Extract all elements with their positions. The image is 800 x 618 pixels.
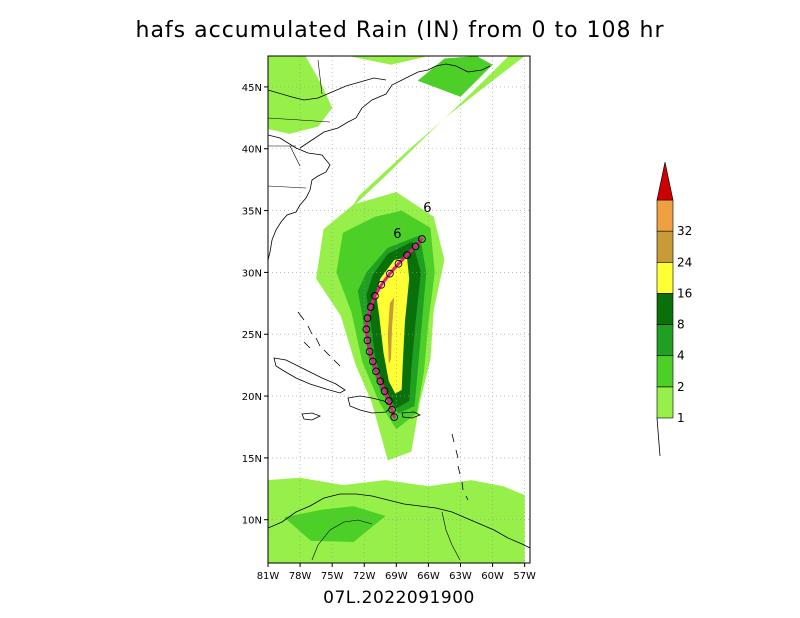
colorbar-box-3 bbox=[656, 293, 674, 325]
track-point-4 bbox=[376, 377, 385, 386]
y-tick-label-30N: 30N bbox=[242, 268, 262, 279]
lesser-antilles bbox=[451, 433, 469, 501]
colorbar-label-2: 2 bbox=[677, 380, 685, 394]
x-tick-label-69W: 69W bbox=[385, 571, 408, 582]
track-point-16 bbox=[403, 251, 411, 259]
cuba bbox=[273, 357, 346, 394]
x-tick-label-81W: 81W bbox=[257, 571, 280, 582]
colorbar-box-0 bbox=[656, 386, 674, 419]
track-point-10 bbox=[363, 314, 372, 323]
track-point-2 bbox=[384, 397, 393, 405]
track-point-18 bbox=[418, 235, 426, 243]
rain-swath-2in-6 bbox=[284, 506, 386, 542]
colorbar-label-16: 16 bbox=[677, 286, 692, 300]
track-point-5 bbox=[372, 367, 380, 376]
track-point-12 bbox=[371, 292, 379, 300]
track-point-9 bbox=[362, 325, 371, 334]
track-point-13 bbox=[377, 280, 386, 289]
colorbar-label-8: 8 bbox=[677, 318, 685, 332]
map-frame bbox=[267, 55, 531, 564]
colorbar-box-5 bbox=[656, 230, 674, 263]
puerto-rico bbox=[401, 411, 421, 419]
y-tick-label-15N: 15N bbox=[242, 454, 262, 465]
colorbar-label-24: 24 bbox=[677, 255, 692, 269]
us-east-coast bbox=[268, 134, 331, 261]
colorbar-label-32: 32 bbox=[677, 224, 692, 238]
track-point-7 bbox=[365, 347, 374, 356]
bahamas bbox=[297, 311, 341, 367]
storm-track bbox=[364, 237, 424, 419]
chart-subtitle: 07L.2022091900 bbox=[323, 588, 475, 608]
colorbar-bottom-tail bbox=[656, 417, 661, 457]
x-tick-label-63W: 63W bbox=[449, 571, 472, 582]
colorbar-top-arrow bbox=[656, 161, 674, 201]
colorbar-label-4: 4 bbox=[677, 349, 685, 363]
rain-swaths bbox=[268, 56, 525, 563]
grid-lines bbox=[268, 56, 530, 563]
y-axis-ticks: 10N 15N 20N 25N 30N 35N 40N 45N bbox=[242, 83, 268, 527]
track-point-11 bbox=[366, 303, 375, 311]
y-tick-label-25N: 25N bbox=[242, 330, 262, 341]
track-point-17 bbox=[411, 242, 420, 251]
chart-title: hafs accumulated Rain (IN) from 0 to 108… bbox=[135, 18, 665, 43]
coastlines bbox=[268, 59, 530, 561]
x-axis-ticks: 81W 78W 75W 72W 69W 66W 63W 60W 57W bbox=[257, 563, 536, 582]
colorbar-label-1: 1 bbox=[677, 411, 685, 425]
y-tick-label-45N: 45N bbox=[242, 83, 262, 94]
colorbar-box-2 bbox=[656, 324, 674, 357]
venezuela-border bbox=[311, 511, 461, 561]
x-tick-label-60W: 60W bbox=[481, 571, 504, 582]
state-lines bbox=[268, 59, 331, 189]
ensemble-label-0: 6 bbox=[423, 201, 431, 216]
maritimes-coast bbox=[409, 63, 491, 77]
y-tick-label-10N: 10N bbox=[242, 516, 262, 527]
x-tick-label-75W: 75W bbox=[321, 571, 344, 582]
ensemble-labels: 66 bbox=[393, 201, 431, 242]
us-canada-border bbox=[268, 77, 387, 101]
ensemble-label-1: 6 bbox=[393, 227, 401, 242]
south-america-coast bbox=[268, 493, 530, 549]
x-tick-label-66W: 66W bbox=[417, 571, 440, 582]
x-tick-label-72W: 72W bbox=[353, 571, 376, 582]
x-tick-label-57W: 57W bbox=[513, 571, 536, 582]
colorbar-box-1 bbox=[656, 355, 674, 388]
colorbar-box-4 bbox=[656, 261, 674, 294]
y-tick-label-20N: 20N bbox=[242, 392, 262, 403]
track-point-14 bbox=[386, 269, 394, 278]
jamaica bbox=[301, 412, 321, 421]
y-tick-label-35N: 35N bbox=[242, 207, 262, 218]
y-tick-label-40N: 40N bbox=[242, 145, 262, 156]
track-point-1 bbox=[388, 405, 396, 414]
x-tick-label-78W: 78W bbox=[289, 571, 312, 582]
new-england-coast bbox=[299, 75, 411, 149]
track-point-3 bbox=[380, 387, 389, 395]
track-point-8 bbox=[363, 336, 372, 345]
track-point-0 bbox=[390, 413, 399, 421]
track-point-15 bbox=[394, 259, 403, 268]
colorbar-box-6 bbox=[656, 199, 674, 232]
rain-swath-16in-10 bbox=[376, 257, 410, 394]
rain-swath-1in-4 bbox=[348, 56, 429, 65]
rain-swath-1in-2 bbox=[268, 56, 333, 134]
rain-swath-24in-11 bbox=[387, 297, 395, 364]
track-point-6 bbox=[368, 357, 377, 366]
storm-track-points bbox=[362, 235, 426, 421]
